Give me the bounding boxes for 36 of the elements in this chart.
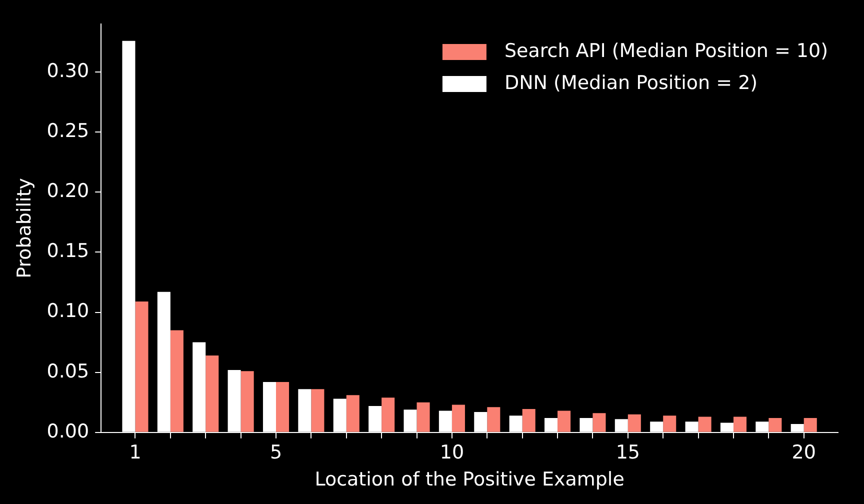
x-tick-label: 10	[440, 442, 464, 464]
bar	[628, 414, 641, 432]
x-tick-label: 15	[616, 442, 640, 464]
bar	[170, 330, 184, 432]
y-tick-label: 0.25	[46, 120, 90, 142]
bar	[698, 416, 712, 432]
bar	[382, 398, 395, 432]
bar	[522, 408, 536, 432]
y-tick-label: 0.10	[46, 300, 90, 322]
bar	[592, 413, 606, 432]
x-axis-title: Location of the Positive Example	[314, 468, 624, 491]
legend-label: DNN (Median Position = 2)	[504, 72, 758, 94]
bar	[135, 301, 148, 432]
bar	[240, 371, 254, 432]
bar	[206, 356, 219, 432]
bar	[452, 404, 465, 432]
bar	[487, 407, 500, 432]
legend-label: Search API (Median Position = 10)	[504, 40, 828, 62]
bar	[663, 416, 676, 432]
bar	[416, 402, 430, 432]
bar	[558, 410, 571, 432]
x-tick-label: 1	[129, 442, 142, 464]
y-axis-title: Probability	[13, 178, 36, 278]
y-tick-label: 0.15	[46, 240, 90, 262]
y-tick-label: 0.30	[46, 60, 90, 82]
x-tick-label: 5	[270, 442, 282, 464]
bar	[768, 418, 782, 432]
y-tick-label: 0.20	[46, 180, 90, 202]
bar	[311, 389, 324, 432]
bar	[276, 382, 290, 432]
bar	[346, 395, 360, 432]
y-tick-label: 0.05	[46, 360, 90, 382]
y-tick-label: 0.00	[46, 420, 90, 442]
bar	[804, 418, 817, 432]
x-tick-label: 20	[792, 442, 816, 464]
bar	[733, 416, 747, 432]
